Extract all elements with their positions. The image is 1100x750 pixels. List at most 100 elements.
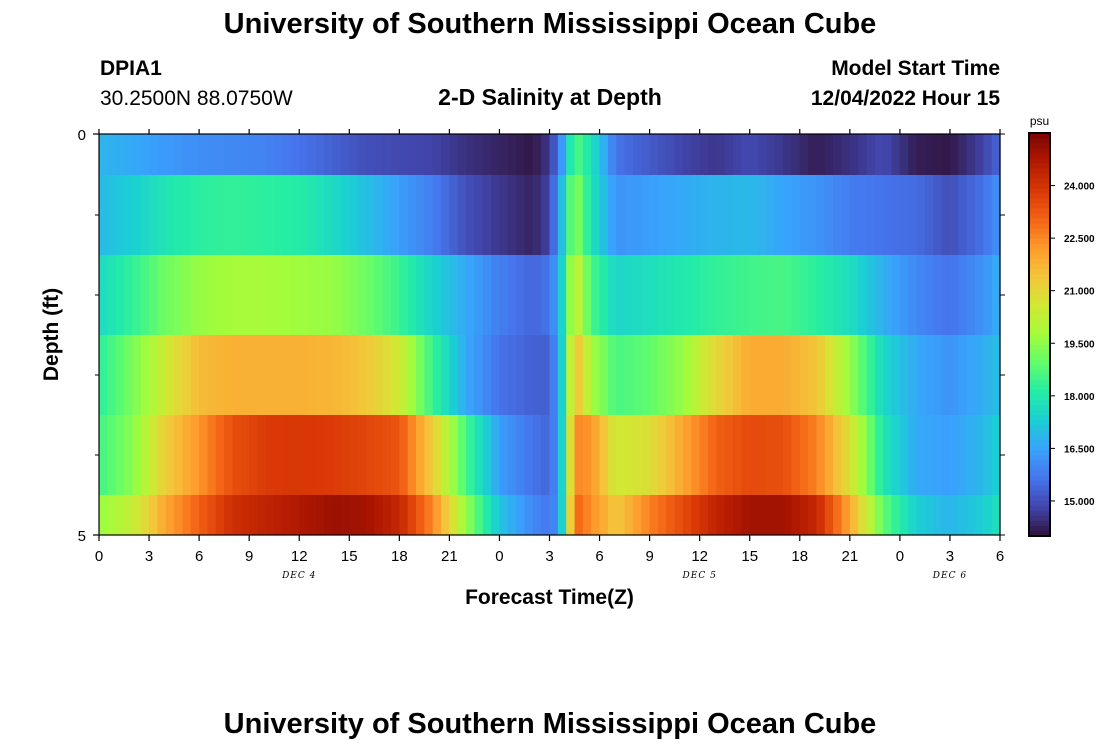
heatmap-cell [858,495,868,535]
heatmap-cell [699,175,709,255]
heatmap-cell [766,495,776,535]
heatmap-cell [582,415,592,495]
heatmap-cell [424,255,434,335]
colorbar-segment [1029,208,1050,215]
x-tick-label: 12 [291,548,308,565]
heatmap-cell [666,255,676,335]
heatmap-cell [641,175,651,255]
heatmap-cell [641,495,651,535]
heatmap-cell [741,134,751,175]
heatmap-cell [699,134,709,175]
heatmap-cell [365,495,375,535]
heatmap-cell [207,134,217,175]
heatmap-cell [958,134,968,175]
colorbar-segment [1029,480,1050,487]
heatmap-cell [257,495,267,535]
heatmap-cell [616,255,626,335]
heatmap-cell [949,415,959,495]
heatmap-cell [657,175,667,255]
heatmap-cell [966,495,976,535]
heatmap-cell [157,495,167,535]
heatmap-cell [849,415,859,495]
heatmap-cell [215,495,225,535]
colorbar-segment [1029,203,1050,210]
heatmap-cell [199,255,209,335]
colorbar-segment [1029,198,1050,205]
heatmap-cell [140,495,150,535]
heatmap-cell [174,495,184,535]
colorbar-unit-label: psu [1030,114,1049,128]
heatmap-cell [265,415,275,495]
heatmap-cell [983,495,993,535]
heatmap-cell [974,495,984,535]
heatmap-cell [941,415,951,495]
heatmap-cell [641,134,651,175]
heatmap-cell [824,255,834,335]
heatmap-cell [290,335,300,415]
heatmap-cell [474,134,484,175]
heatmap-cell [749,175,759,255]
heatmap-cell [574,335,584,415]
heatmap-cell [382,255,392,335]
heatmap-cell [949,255,959,335]
heatmap-cell [866,335,876,415]
heatmap-cell [858,415,868,495]
heatmap-cell [941,134,951,175]
heatmap-cell [332,255,342,335]
heatmap-cell [332,415,342,495]
heatmap-cell [799,255,809,335]
heatmap-cell [607,495,617,535]
heatmap-cell [958,335,968,415]
heatmap-cell [190,255,200,335]
heatmap-cell [849,335,859,415]
heatmap-cell [716,415,726,495]
heatmap-cell [315,255,325,335]
heatmap-cell [791,175,801,255]
x-tick-label: 9 [645,548,653,565]
heatmap-cell [624,134,634,175]
heatmap-cell [382,495,392,535]
heatmap-cell [933,134,943,175]
heatmap-cell [783,134,793,175]
heatmap-cell [315,175,325,255]
heatmap-cell [941,335,951,415]
heatmap-cell [457,134,467,175]
heatmap-cell [115,335,125,415]
heatmap-cell [332,335,342,415]
colorbar-segment [1029,515,1050,522]
colorbar-segment [1029,253,1050,260]
heatmap-cell [874,175,884,255]
colorbar-segment [1029,475,1050,482]
heatmap-cell [432,175,442,255]
colorbar-frame [1028,132,1051,537]
heatmap-cell [124,415,133,495]
heatmap-cell [591,175,601,255]
heatmap-cell [716,255,726,335]
heatmap-cell [649,134,659,175]
heatmap-cell [357,175,367,255]
heatmap-cell [858,134,868,175]
heatmap-cell [582,134,592,175]
colorbar-segment [1029,354,1050,361]
heatmap-cell [424,335,434,415]
colorbar-segment [1029,530,1050,537]
heatmap-cell [307,255,317,335]
heatmap-cell [649,175,659,255]
x-tick-label: 21 [441,548,458,565]
heatmap-cell [766,134,776,175]
heatmap-cell [190,134,200,175]
heatmap-cell [749,134,759,175]
heatmap-cell [916,255,926,335]
heatmap-cell [282,175,292,255]
heatmap-cell [616,495,626,535]
heatmap-cell [457,495,467,535]
heatmap-cell [991,495,1001,535]
bottom-page-title: University of Southern Mississippi Ocean… [223,708,877,740]
heatmap-cell [607,175,617,255]
heatmap-cell [699,335,709,415]
heatmap-cell [599,175,609,255]
heatmap-cell [349,134,359,175]
heatmap-cell [532,495,542,535]
heatmap-cell [941,495,951,535]
heatmap-cell [741,175,751,255]
